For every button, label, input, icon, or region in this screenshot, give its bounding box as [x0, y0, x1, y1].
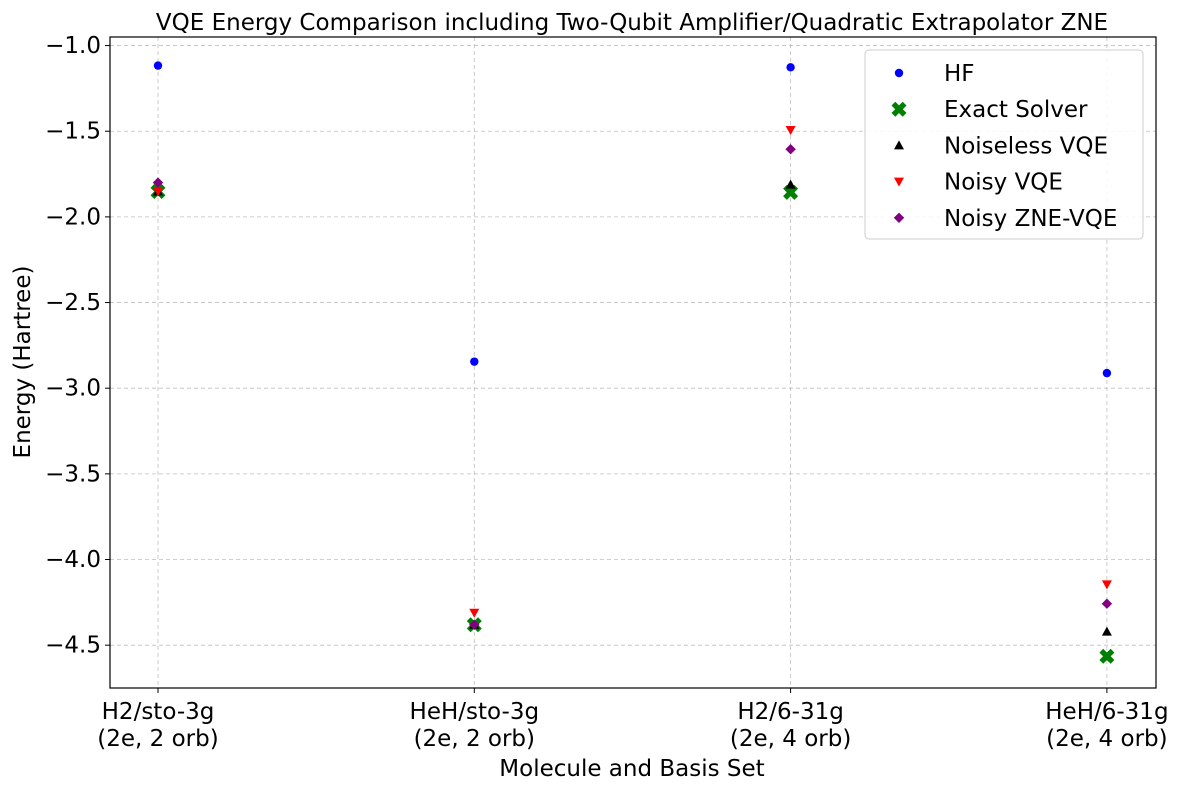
legend-marker-noiseless-vqe — [894, 140, 904, 150]
x-tick-label: (2e, 2 orb) — [97, 726, 218, 752]
x-tick-label: (2e, 4 orb) — [1046, 726, 1167, 752]
y-axis: −1.0 −1.5 −2.0 −2.5 −3.0 −3.5 −4.0 −4.5 — [45, 33, 110, 659]
x-tick-label: (2e, 4 orb) — [730, 726, 851, 752]
point-hf — [1102, 368, 1112, 378]
x-tick-label: H2/6-31g — [737, 699, 843, 725]
y-tick-label: −1.5 — [45, 119, 101, 145]
y-tick-label: −2.0 — [45, 204, 101, 230]
y-tick-label: −4.5 — [45, 633, 101, 659]
point-noisy-vqe — [785, 126, 796, 136]
point-noiseless-vqe — [1101, 626, 1112, 636]
x-axis: H2/sto-3g(2e, 2 orb)HeH/sto-3g(2e, 2 orb… — [97, 688, 1169, 752]
x-tick-label: HeH/sto-3g — [410, 699, 540, 725]
point-hf — [153, 61, 163, 70]
legend: HF Exact Solver Noiseless VQE Noisy VQE Nois… — [864, 49, 1144, 240]
point-noisy-vqe — [1101, 580, 1112, 590]
legend-label: Noisy ZNE-VQE — [944, 206, 1117, 232]
y-tick-label: −3.0 — [45, 376, 101, 402]
point-hf — [786, 63, 795, 72]
y-tick-label: −2.5 — [45, 290, 101, 316]
plot-frame — [109, 36, 1157, 689]
point-exact-solver — [1099, 648, 1115, 664]
point-hf — [470, 357, 479, 366]
legend-box — [864, 49, 1144, 240]
legend-marker-noisy-vqe — [894, 177, 904, 187]
point-noisy-vqe — [153, 187, 163, 197]
data-points — [150, 61, 1115, 664]
y-tick-label: −4.0 — [45, 547, 101, 573]
point-noisy-zne-vqe — [469, 619, 480, 630]
point-noiseless-vqe — [785, 179, 796, 189]
point-noisy-zne-vqe — [152, 177, 164, 188]
point-noisy-zne-vqe — [785, 144, 796, 155]
legend-marker-hf — [894, 68, 904, 78]
x-tick-label: HeH/6-31g — [1045, 699, 1168, 725]
point-noisy-vqe — [469, 608, 480, 618]
y-tick-label: −3.5 — [45, 461, 101, 487]
legend-marker-noisy-zne-vqe — [893, 212, 905, 223]
legend-label: HF — [944, 61, 975, 87]
x-axis-label: Molecule and Basis Set — [499, 756, 764, 782]
point-noisy-zne-vqe — [1101, 598, 1113, 609]
chart-title: VQE Energy Comparison including Two-Qubi… — [156, 10, 1108, 36]
x-tick-label: (2e, 2 orb) — [414, 726, 535, 752]
legend-label: Exact Solver — [944, 97, 1088, 123]
y-tick-label: −1.0 — [45, 33, 101, 59]
legend-label: Noiseless VQE — [944, 133, 1108, 159]
legend-marker-exact-solver — [891, 101, 907, 117]
x-tick-label: H2/sto-3g — [102, 699, 215, 725]
legend-label: Noisy VQE — [944, 170, 1063, 196]
y-axis-label: Energy (Hartree) — [10, 266, 36, 459]
